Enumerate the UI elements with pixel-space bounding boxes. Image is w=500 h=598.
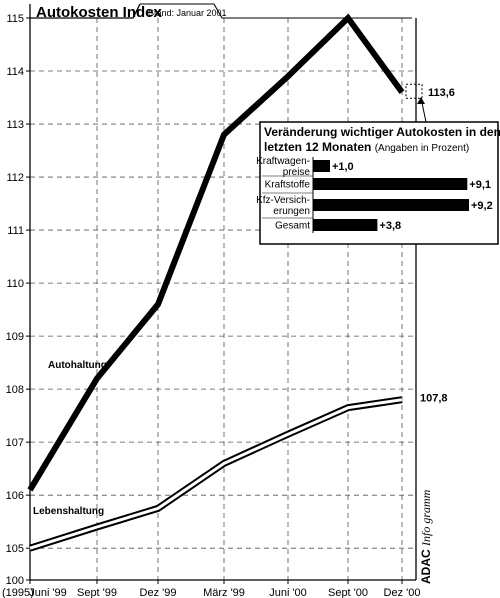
inset-bar: [313, 178, 468, 190]
axes: 100 105 106 107 108 109 110 111 112 113 114 115 (199…: [2, 13, 420, 598]
x-tick-label: Dez '00: [384, 587, 421, 598]
inset-bar-chart: Veränderung wichtiger Autokosten in denl…: [256, 97, 500, 245]
y-tick-label: 105: [6, 543, 24, 555]
source-brand-gramm: gramm: [419, 489, 433, 523]
series-line-lebenshaltung: [28, 396, 403, 552]
frame-top: [140, 3, 412, 19]
inset-category-label: Kraftwagen-: [256, 156, 310, 167]
y-tick-label: 110: [6, 278, 24, 290]
y-tick-label: 115: [6, 13, 24, 25]
y-tick-label: 109: [6, 331, 24, 343]
inset-category-label: Gesamt: [275, 221, 310, 232]
inset-bar: [313, 219, 378, 231]
source-brand-info: Info: [419, 524, 433, 547]
x-tick-label: Juni '00: [269, 587, 307, 598]
inset-category-label: preise: [283, 167, 311, 178]
inset-bar-value: +9,2: [471, 200, 493, 212]
series-label-lebenshaltung: Lebenshaltung: [33, 506, 104, 517]
y-tick-label: 107: [6, 437, 24, 449]
y-tick-label: 111: [7, 225, 24, 237]
chart-title: Autokosten Index: [36, 4, 163, 21]
series-lines: [27, 13, 423, 552]
x-tick-label: Dez '99: [140, 587, 177, 598]
inset-category-label: Kfz-Versich-: [256, 195, 310, 206]
inset-category-label: Kraftstoffe: [265, 180, 311, 191]
y-tick-label: 108: [6, 384, 24, 396]
series-labels: Autohaltung Lebenshaltung 113,6 107,8: [33, 87, 455, 517]
end-value-autohaltung: 113,6: [428, 87, 455, 99]
y-tick-label: 113: [6, 119, 24, 131]
source-brand-name: ADAC: [419, 546, 433, 584]
chart-header: Autokosten Index Stand: Januar 2001: [36, 4, 227, 21]
source-credit: ADAC Info gramm: [419, 489, 433, 584]
inset-bar-value: +9,1: [469, 179, 491, 191]
inset-title-line-1: Veränderung wichtiger Autokosten in den: [264, 125, 500, 139]
end-value-lebenshaltung: 107,8: [420, 393, 448, 405]
series-line-autohaltung: [27, 13, 405, 492]
title-tab-outline: [30, 3, 141, 19]
inset-title-line-2: letzten 12 Monaten (Angaben in Prozent): [264, 140, 469, 154]
chart-frame: [29, 3, 417, 581]
series-label-autohaltung: Autohaltung: [48, 360, 107, 371]
end-point-box: [405, 83, 423, 99]
chart-subtitle: Stand: Januar 2001: [148, 8, 227, 18]
x-tick-label: Juni '99: [29, 587, 67, 598]
x-tick-label: Sept '99: [77, 587, 117, 598]
x-tick-label: März '99: [203, 587, 245, 598]
y-tick-label: 100: [6, 575, 24, 587]
y-tick-label: 106: [6, 490, 24, 502]
inset-title-line-2-main: letzten 12 Monaten: [264, 140, 375, 154]
source-brand: ADAC Info gramm: [419, 489, 433, 584]
grid: [30, 18, 416, 580]
callout-arrowhead: [417, 97, 425, 104]
y-tick-label: 114: [6, 66, 24, 78]
inset-category-label: erungen: [273, 206, 310, 217]
inset-bar: [313, 160, 330, 172]
x-tick-label: Sept '00: [328, 587, 368, 598]
series-line-lebenshaltung-core: [29, 398, 403, 550]
x-origin-label: (1995): [2, 587, 34, 598]
inset-bar-value: +1,0: [332, 161, 354, 173]
inset-subtitle: (Angaben in Prozent): [375, 143, 470, 154]
inset-bar: [313, 199, 469, 211]
inset-bar-value: +3,8: [379, 220, 401, 232]
y-tick-label: 112: [6, 172, 24, 184]
